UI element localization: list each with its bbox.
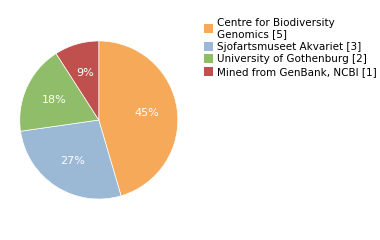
Wedge shape (56, 41, 99, 120)
Wedge shape (21, 120, 121, 199)
Legend: Centre for Biodiversity
Genomics [5], Sjofartsmuseet Akvariet [3], University of: Centre for Biodiversity Genomics [5], Sj… (203, 17, 378, 78)
Text: 27%: 27% (60, 156, 85, 166)
Text: 18%: 18% (42, 95, 66, 105)
Wedge shape (99, 41, 178, 196)
Text: 9%: 9% (76, 68, 94, 78)
Text: 45%: 45% (135, 108, 160, 118)
Wedge shape (20, 54, 99, 131)
